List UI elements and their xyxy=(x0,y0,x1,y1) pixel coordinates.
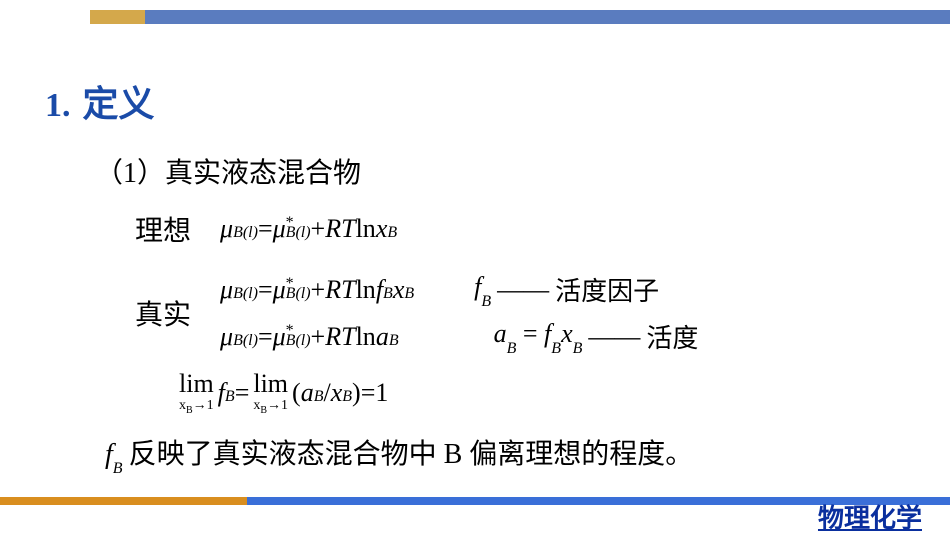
header-stripe-blue xyxy=(145,10,950,24)
row-explanation: fB 反映了真实液态混合物中 B 偏离理想的程度。 xyxy=(105,432,910,475)
sym-mu: μ xyxy=(220,275,233,305)
sub-b: B xyxy=(225,388,235,405)
sub-b2: B xyxy=(551,340,561,357)
sym-mu2: μ xyxy=(273,322,286,352)
footer-label: 物理化学 xyxy=(818,498,922,535)
rparen: ) xyxy=(352,378,361,408)
ln: ln xyxy=(356,275,376,305)
sub-bl: B(l) xyxy=(233,285,258,302)
section-number: 1. xyxy=(45,87,71,125)
row-limit: lim xB→1 fB = lim xB→1 (aB / xB) = 1 xyxy=(175,371,910,416)
sym-mu: μ xyxy=(220,322,233,352)
sym-r: R xyxy=(325,275,341,305)
eq-real-2: μB(l) = μ*B(l) + RT ln aB xyxy=(220,322,399,352)
sym-t: T xyxy=(341,275,355,305)
sym-t: T xyxy=(341,322,355,352)
sub-bl2: B(l) xyxy=(286,285,311,302)
sym-x: x xyxy=(393,275,405,305)
sym-r: R xyxy=(325,322,341,352)
plus: + xyxy=(311,214,326,244)
eq-limit: lim xB→1 fB = lim xB→1 (aB / xB) = 1 xyxy=(175,371,388,416)
lim-word: lim xyxy=(179,371,214,397)
plus: + xyxy=(311,275,326,305)
sym-a: a xyxy=(301,378,314,408)
num-one: 1 xyxy=(375,378,388,408)
section-text: 定义 xyxy=(83,75,155,127)
sym-x: x xyxy=(561,319,573,348)
footer-stripe xyxy=(0,497,950,505)
explanation-text: 反映了真实液态混合物中 B 偏离理想的程度。 xyxy=(129,432,694,472)
eq-real-1: μB(l) = μ*B(l) + RT ln fBxB xyxy=(220,275,414,305)
eq-ideal: μB(l) = μ*B(l) + RT ln xB xyxy=(220,214,397,244)
dash: —— xyxy=(497,275,549,305)
ln: ln xyxy=(356,322,376,352)
label-real: 真实 xyxy=(135,293,220,333)
txt-factor: 活度因子 xyxy=(555,271,659,308)
slash: / xyxy=(323,378,330,408)
sub-b: B xyxy=(314,388,324,405)
lparen: ( xyxy=(292,378,301,408)
sym-a: a xyxy=(376,322,389,352)
sym-mu2: μ xyxy=(273,275,286,305)
eq-sign: = xyxy=(258,214,273,244)
sub-b: B xyxy=(113,460,123,477)
sub-bl2: B(l) xyxy=(286,224,311,241)
sym-x: x xyxy=(376,214,388,244)
row-ideal: 理想 μB(l) = μ*B(l) + RT ln xB xyxy=(135,209,910,249)
eq-sign2: = xyxy=(361,378,376,408)
sub-b: B xyxy=(387,224,397,241)
sym-x: x xyxy=(331,378,343,408)
eq-real-group: μB(l) = μ*B(l) + RT ln fBxB fB —— 活度因子 μ… xyxy=(220,271,698,355)
sub-bl: B(l) xyxy=(233,224,258,241)
section-title: 1. 定义 xyxy=(45,75,910,127)
sub-b: B xyxy=(481,293,491,310)
lim-to1: →1 xyxy=(267,398,288,413)
sub-b3: B xyxy=(573,340,583,357)
sym-a: a xyxy=(494,319,507,348)
lim-block-1: lim xB→1 xyxy=(179,371,214,416)
slide-content: 1. 定义 （1）真实液态混合物 理想 μB(l) = μ*B(l) + RT … xyxy=(0,75,950,474)
header-stripe xyxy=(90,10,950,24)
lim-block-2: lim xB→1 xyxy=(253,371,288,416)
row-real: 真实 μB(l) = μ*B(l) + RT ln fBxB fB —— 活度因… xyxy=(135,271,910,355)
eq-sign: = xyxy=(235,378,250,408)
dash: —— xyxy=(588,322,640,352)
txt-activity: 活度 xyxy=(646,318,698,355)
label-ideal: 理想 xyxy=(135,209,220,249)
note-activity: aB = fBxB —— 活度 xyxy=(494,318,699,355)
note-activity-factor: fB —— 活度因子 xyxy=(474,271,659,308)
sym-mu: μ xyxy=(220,214,233,244)
ln: ln xyxy=(356,214,376,244)
sym-r: R xyxy=(325,214,341,244)
lim-to1: →1 xyxy=(193,398,214,413)
eq-sign: = xyxy=(258,322,273,352)
subheading: （1）真实液态混合物 xyxy=(95,151,910,191)
eq-sign: = xyxy=(523,319,544,348)
sub-b2: B xyxy=(342,388,352,405)
sym-f: f xyxy=(105,439,113,470)
sym-f: f xyxy=(218,378,225,408)
sub-b2: B xyxy=(404,285,414,302)
sub-b: B xyxy=(389,332,399,349)
plus: + xyxy=(311,322,326,352)
sym-t: T xyxy=(341,214,355,244)
lim-word: lim xyxy=(253,371,288,397)
header-stripe-gold xyxy=(90,10,145,24)
lim-xb: B xyxy=(186,405,193,416)
sym-mu2: μ xyxy=(273,214,286,244)
sub-bl2: B(l) xyxy=(286,332,311,349)
eq-sign: = xyxy=(258,275,273,305)
sub-bl: B(l) xyxy=(233,332,258,349)
sub-b: B xyxy=(507,340,517,357)
sub-b: B xyxy=(383,285,393,302)
sym-f: f xyxy=(376,275,383,305)
lim-x: x xyxy=(179,398,186,413)
